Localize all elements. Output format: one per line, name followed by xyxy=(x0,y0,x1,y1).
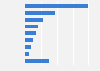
Bar xyxy=(25,4,88,8)
Bar xyxy=(25,59,49,63)
Bar xyxy=(25,31,36,35)
Bar xyxy=(25,38,33,42)
Bar xyxy=(25,45,31,49)
Bar xyxy=(25,25,38,28)
Bar xyxy=(25,18,43,22)
Bar xyxy=(25,52,29,56)
Bar xyxy=(25,11,55,15)
